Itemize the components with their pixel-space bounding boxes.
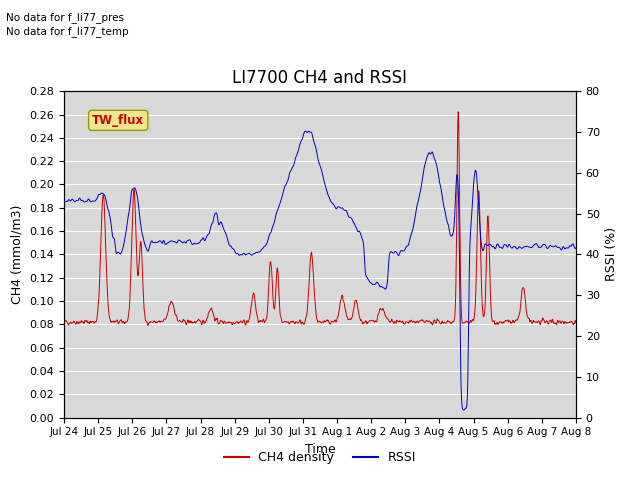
Title: LI7700 CH4 and RSSI: LI7700 CH4 and RSSI <box>232 69 408 87</box>
Y-axis label: RSSI (%): RSSI (%) <box>605 228 618 281</box>
Text: No data for f_li77_pres: No data for f_li77_pres <box>6 12 124 23</box>
Text: TW_flux: TW_flux <box>92 114 144 127</box>
Legend: CH4 density, RSSI: CH4 density, RSSI <box>218 446 422 469</box>
X-axis label: Time: Time <box>305 443 335 456</box>
Y-axis label: CH4 (mmol/m3): CH4 (mmol/m3) <box>11 204 24 304</box>
Text: No data for f_li77_temp: No data for f_li77_temp <box>6 26 129 37</box>
